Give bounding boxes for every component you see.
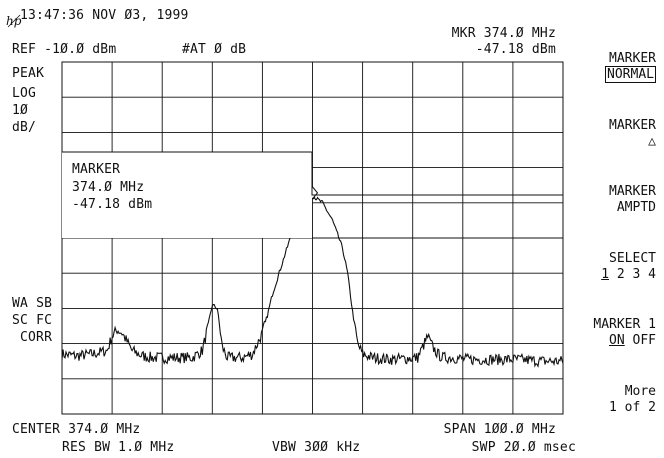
marker-box-title: MARKER xyxy=(72,162,121,177)
softkey-marker-1-on-off[interactable]: MARKER 1 ON OFF xyxy=(564,317,656,349)
softkey-marker-delta[interactable]: MARKER △ xyxy=(564,118,656,150)
softkey-options: 2 3 4 xyxy=(609,267,656,282)
scale-unit-label: dB/ xyxy=(12,120,37,135)
graticule-grid xyxy=(61,61,564,415)
softkey-label: MARKER xyxy=(609,51,656,66)
softkey-marker-amptd[interactable]: MARKER AMPTD xyxy=(564,184,656,216)
scale-value-label: 1Ø xyxy=(12,103,29,118)
scale-mode-label: LOG xyxy=(12,86,37,101)
softkey-label: MARKER 1 xyxy=(593,317,656,332)
softkey-label: 1 of 2 xyxy=(609,400,656,415)
softkey-options: OFF xyxy=(624,333,657,348)
softkey-label: MARKER xyxy=(609,184,656,199)
ref-level: REF -1Ø.Ø dBm xyxy=(12,42,117,57)
softkey-label: SELECT xyxy=(609,251,656,266)
softkey-more[interactable]: More 1 of 2 xyxy=(564,384,656,416)
video-bandwidth: VBW 3ØØ kHz xyxy=(272,440,361,455)
corr-label: CORR xyxy=(20,330,53,345)
softkey-marker-normal[interactable]: MARKER NORMAL xyxy=(564,51,656,83)
delta-icon: △ xyxy=(648,134,656,149)
wa-sb-label: WA SB xyxy=(12,296,53,311)
softkey-label: More xyxy=(624,384,656,399)
marker-box-freq: 374.Ø MHz xyxy=(72,180,145,195)
marker-box-bg xyxy=(62,152,312,238)
softkey-label: AMPTD xyxy=(616,200,656,215)
softkey-selected-option: ON xyxy=(609,333,625,348)
attenuation: #AT Ø dB xyxy=(182,42,247,57)
sc-fc-label: SC FC xyxy=(12,313,53,328)
hp-logo-icon: hp xyxy=(6,14,22,28)
marker-box-amp: -47.18 dBm xyxy=(72,197,153,212)
softkey-label: MARKER xyxy=(609,118,656,133)
softkey-label-boxed: NORMAL xyxy=(605,66,656,83)
softkey-select[interactable]: SELECT 1 2 3 4 xyxy=(564,251,656,283)
resolution-bandwidth: RES BW 1.Ø MHz xyxy=(62,440,175,455)
softkey-selected-option: 1 xyxy=(601,267,610,282)
marker-readout-freq: MKR 374.Ø MHz xyxy=(451,26,556,41)
sweep-time: SWP 2Ø.Ø msec xyxy=(471,440,576,455)
center-frequency: CENTER 374.Ø MHz xyxy=(12,422,141,437)
span: SPAN 1ØØ.Ø MHz xyxy=(443,422,556,437)
marker-box-border xyxy=(62,151,563,196)
timestamp: 13:47:36 NOV Ø3, 1999 xyxy=(20,8,189,23)
marker-readout-amp: -47.18 dBm xyxy=(475,42,556,57)
detector-label: PEAK xyxy=(12,66,45,81)
